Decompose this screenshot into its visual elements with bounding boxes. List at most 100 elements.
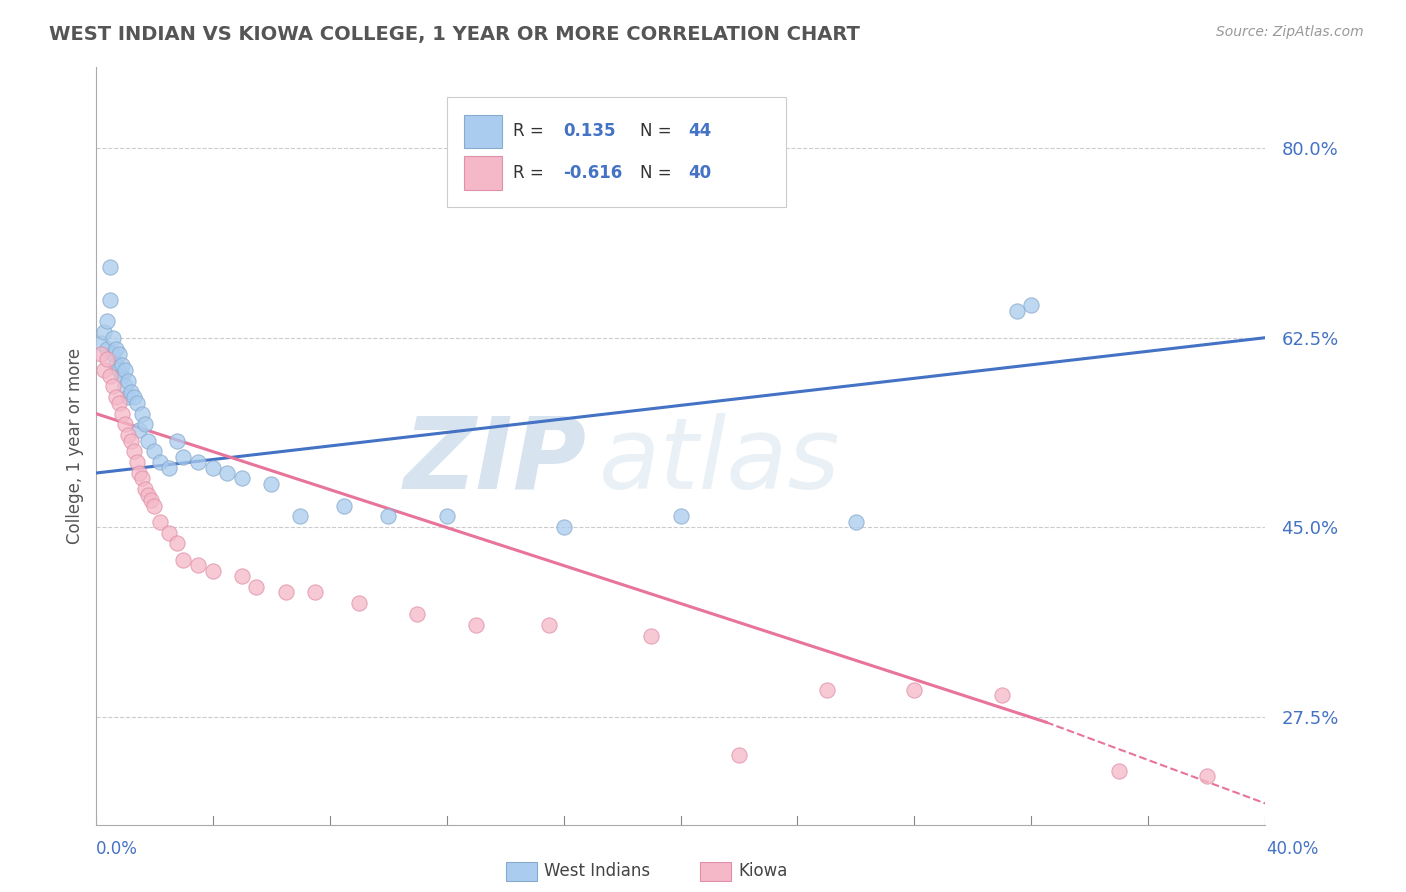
Point [117,428,139,442]
Point [101,347,124,361]
Point [105,358,128,372]
Y-axis label: College, 1 year or more: College, 1 year or more [66,348,84,544]
Point [134,417,156,432]
Text: -0.616: -0.616 [564,164,623,182]
Text: 0.0%: 0.0% [96,840,138,858]
Point [187,558,209,573]
Text: 44: 44 [689,122,711,140]
Point [101,379,124,393]
Point [111,358,134,372]
Point [111,368,134,383]
Point [120,434,142,448]
Point [120,384,142,399]
Point [157,525,180,540]
Point [90,336,112,351]
Point [111,407,134,421]
Text: Source: ZipAtlas.com: Source: ZipAtlas.com [1216,25,1364,39]
Point [172,450,194,464]
Point [93,325,115,339]
Point [131,471,153,485]
Point [274,585,297,599]
Point [231,471,253,485]
Point [201,564,224,578]
Point [464,617,486,632]
Point [143,444,166,458]
Point [260,476,283,491]
Point [122,444,145,458]
Point [114,363,136,377]
FancyBboxPatch shape [464,156,502,190]
Point [1021,298,1043,312]
FancyBboxPatch shape [464,115,502,148]
Point [96,314,118,328]
Text: ZIP: ZIP [404,413,586,509]
Point [125,455,148,469]
Point [187,455,209,469]
Point [96,352,118,367]
Point [114,379,136,393]
Text: R =: R = [513,164,544,182]
Point [640,628,662,642]
Point [537,617,560,632]
Point [245,580,267,594]
Text: R =: R = [513,122,544,140]
Point [304,585,326,599]
FancyBboxPatch shape [447,97,786,207]
Point [1005,303,1028,318]
Point [108,395,131,409]
Point [290,509,312,524]
Point [128,423,150,437]
Point [101,331,124,345]
Point [96,342,118,356]
Text: atlas: atlas [599,413,841,509]
Point [122,390,145,404]
Point [98,260,121,275]
Point [136,434,159,448]
Point [114,417,136,432]
Text: 0.135: 0.135 [564,122,616,140]
Text: West Indians: West Indians [544,863,650,880]
Point [815,682,838,697]
Point [172,552,194,567]
Point [131,407,153,421]
Point [141,493,163,508]
Point [231,569,253,583]
Text: 40.0%: 40.0% [1267,840,1319,858]
Point [149,515,172,529]
Point [149,455,172,469]
Point [105,342,128,356]
Point [217,466,239,480]
Point [117,390,139,404]
Point [136,488,159,502]
Point [669,509,692,524]
Point [1108,764,1130,778]
Point [1195,769,1218,783]
Point [347,596,370,610]
Point [436,509,458,524]
Point [991,688,1014,702]
Point [98,368,121,383]
Point [143,499,166,513]
Point [105,390,128,404]
Point [903,682,925,697]
Point [553,520,575,534]
Point [90,347,112,361]
Point [157,460,180,475]
Point [108,363,131,377]
Point [377,509,399,524]
Text: N =: N = [640,122,671,140]
Point [166,536,188,550]
Point [845,515,868,529]
Point [201,460,224,475]
Point [125,395,148,409]
Point [108,347,131,361]
Text: Kiowa: Kiowa [738,863,787,880]
Point [406,607,429,621]
Point [98,293,121,307]
Text: N =: N = [640,164,671,182]
Point [134,483,156,497]
Point [128,466,150,480]
Point [333,499,356,513]
Point [117,374,139,388]
Text: 40: 40 [689,164,711,182]
